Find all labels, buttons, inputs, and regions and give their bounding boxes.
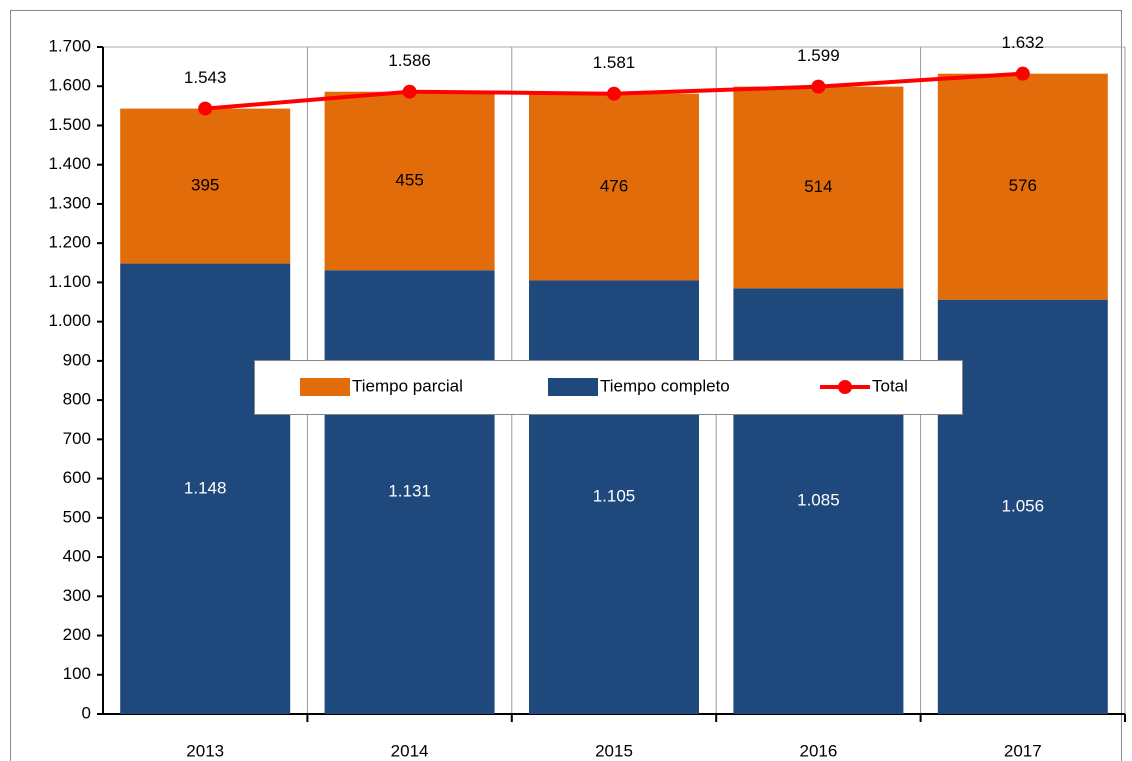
x-tick-label: 2013 bbox=[186, 741, 224, 760]
bar-segment bbox=[529, 93, 699, 281]
data-label: 1.581 bbox=[593, 53, 636, 72]
y-tick-label: 800 bbox=[63, 390, 91, 409]
data-label: 1.105 bbox=[593, 487, 636, 506]
bar-segment bbox=[324, 91, 495, 271]
y-tick-label: 400 bbox=[63, 547, 91, 566]
legend-label: Total bbox=[872, 376, 908, 395]
bar-segment bbox=[529, 280, 699, 714]
data-label: 1.543 bbox=[184, 68, 227, 87]
legend-label: Tiempo completo bbox=[600, 376, 730, 395]
data-label: 1.599 bbox=[797, 46, 840, 65]
data-label: 1.085 bbox=[797, 491, 840, 510]
data-label: 1.586 bbox=[388, 51, 431, 70]
y-tick-label: 0 bbox=[82, 703, 91, 722]
legend-swatch bbox=[300, 378, 350, 396]
y-tick-label: 900 bbox=[63, 350, 91, 369]
y-tick-label: 1.100 bbox=[48, 272, 91, 291]
y-tick-label: 600 bbox=[63, 468, 91, 487]
y-tick-label: 1.600 bbox=[48, 76, 91, 95]
line-point bbox=[811, 79, 826, 94]
x-tick-label: 2015 bbox=[595, 741, 633, 760]
data-label: 1.632 bbox=[1002, 33, 1045, 52]
bar-segment bbox=[937, 299, 1108, 714]
data-label: 455 bbox=[395, 170, 423, 189]
x-tick-label: 2017 bbox=[1004, 741, 1042, 760]
y-tick-label: 300 bbox=[63, 586, 91, 605]
y-tick-label: 200 bbox=[63, 625, 91, 644]
legend-swatch bbox=[838, 380, 852, 394]
data-label: 1.131 bbox=[388, 482, 431, 501]
bar-segment bbox=[937, 73, 1108, 300]
line-point bbox=[402, 84, 417, 99]
y-tick-label: 1.000 bbox=[48, 311, 91, 330]
y-tick-label: 1.300 bbox=[48, 193, 91, 212]
data-label: 514 bbox=[804, 177, 832, 196]
bar-segment bbox=[120, 108, 291, 264]
legend-swatch bbox=[548, 378, 598, 396]
data-label: 476 bbox=[600, 177, 628, 196]
bar-segment bbox=[733, 86, 904, 289]
data-label: 395 bbox=[191, 176, 219, 195]
line-point bbox=[607, 86, 621, 101]
bar-segment bbox=[733, 288, 904, 714]
data-label: 1.056 bbox=[1002, 496, 1045, 515]
y-tick-label: 1.700 bbox=[48, 36, 91, 55]
x-tick-label: 2014 bbox=[391, 741, 429, 760]
line-point bbox=[1015, 66, 1030, 81]
bar-segment bbox=[120, 263, 291, 714]
y-tick-label: 1.500 bbox=[48, 115, 91, 134]
x-tick-label: 2016 bbox=[799, 741, 837, 760]
legend-label: Tiempo parcial bbox=[352, 376, 463, 395]
y-tick-label: 100 bbox=[63, 664, 91, 683]
y-tick-label: 1.400 bbox=[48, 154, 91, 173]
line-point bbox=[198, 101, 213, 116]
data-label: 576 bbox=[1009, 176, 1037, 195]
bar-segment bbox=[324, 270, 495, 714]
y-tick-label: 500 bbox=[63, 507, 91, 526]
y-tick-label: 700 bbox=[63, 429, 91, 448]
data-label: 1.148 bbox=[184, 478, 227, 497]
y-tick-label: 1.200 bbox=[48, 233, 91, 252]
